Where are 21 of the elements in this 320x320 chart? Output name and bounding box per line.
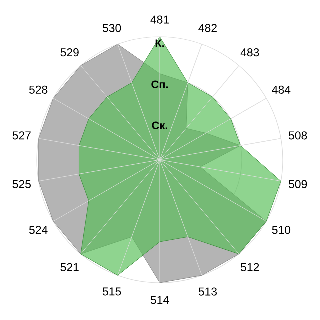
spoke-label: 510	[272, 226, 291, 234]
y-tick-label: К.	[156, 40, 164, 48]
spoke-label: 508	[288, 132, 308, 140]
spoke-label: 530	[102, 24, 122, 32]
spoke-label: 529	[60, 48, 79, 57]
spoke-label: 512	[241, 263, 260, 272]
spoke-label: 524	[29, 226, 48, 234]
spoke-label: 525	[12, 180, 31, 188]
spoke-label: 513	[198, 288, 218, 296]
y-tick-label: Сп.	[152, 80, 168, 88]
spoke-label: 481	[150, 16, 169, 24]
spoke-label: 482	[198, 24, 217, 32]
spoke-label: 483	[240, 48, 260, 57]
spoke-label: 514	[150, 296, 170, 304]
spoke-label: 509	[288, 180, 308, 188]
y-tick-label: Ск.	[152, 122, 168, 130]
spoke-label: 515	[102, 288, 122, 296]
spoke-label: 484	[272, 86, 291, 94]
spoke-label: 527	[12, 132, 31, 140]
spoke-label: 521	[60, 263, 79, 272]
spoke-label: 528	[29, 86, 48, 94]
